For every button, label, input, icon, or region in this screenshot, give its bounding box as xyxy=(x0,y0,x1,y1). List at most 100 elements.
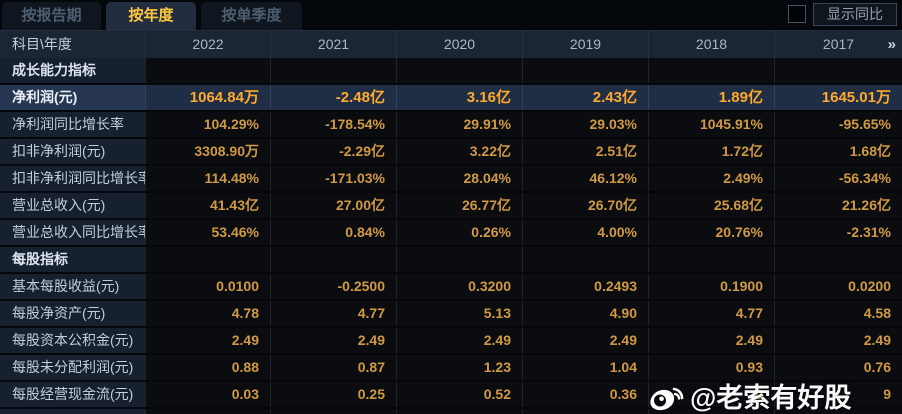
cell-2020: 2.49 xyxy=(396,328,522,353)
cell-2017: 9 xyxy=(774,382,902,407)
cell-2019: 2.51亿 xyxy=(522,139,648,164)
year-header-2019[interactable]: 2019 xyxy=(522,31,648,58)
cell-2020 xyxy=(396,58,522,83)
more-years-icon[interactable]: » xyxy=(887,36,896,53)
cell-2020: 0.3200 xyxy=(396,274,522,299)
cell-2018: 4.77 xyxy=(648,301,774,326)
table-body: 成长能力指标 净利润(元) 1064.84万 -2.48亿 3.16亿 2.43… xyxy=(0,58,902,407)
cell-2021: -171.03% xyxy=(270,166,396,191)
cell-2019: 0.2493 xyxy=(522,274,648,299)
cell-2021: 0.87 xyxy=(270,355,396,380)
cell-2021 xyxy=(270,247,396,272)
cell-2022: 2.49 xyxy=(145,328,270,353)
cell-2017: 1.68亿 xyxy=(774,139,902,164)
table-header-row: 科目\年度 2022 2021 2020 2019 2018 2017» xyxy=(0,30,902,58)
cell-2020: 5.13 xyxy=(396,301,522,326)
cell-2021: 2.49 xyxy=(270,328,396,353)
cell-2022: 1064.84万 xyxy=(145,85,270,110)
cell-2022: 4.78 xyxy=(145,301,270,326)
cell-2021: 4.77 xyxy=(270,301,396,326)
row-label: 每股净资产(元) xyxy=(0,301,145,326)
row-label: 基本每股收益(元) xyxy=(0,274,145,299)
cell-2022: 41.43亿 xyxy=(145,193,270,218)
cell-2019: 46.12% xyxy=(522,166,648,191)
cell-2021: -0.2500 xyxy=(270,274,396,299)
cell-2018: 0.93 xyxy=(648,355,774,380)
cell-2017: -95.65% xyxy=(774,112,902,137)
cell-2020: 3.22亿 xyxy=(396,139,522,164)
cell-2018: 1.72亿 xyxy=(648,139,774,164)
year-header-2020[interactable]: 2020 xyxy=(396,31,522,58)
table-row: 营业总收入同比增长率 53.46% 0.84% 0.26% 4.00% 20.7… xyxy=(0,220,902,245)
table-row: 营业总收入(元) 41.43亿 27.00亿 26.77亿 26.70亿 25.… xyxy=(0,193,902,218)
cell-2020 xyxy=(396,247,522,272)
show-yoy-checkbox[interactable] xyxy=(788,5,806,23)
cell-2020: 29.91% xyxy=(396,112,522,137)
cell-2022: 0.0100 xyxy=(145,274,270,299)
show-yoy-label[interactable]: 显示同比 xyxy=(813,3,897,26)
corner-header: 科目\年度 xyxy=(12,36,72,52)
row-label: 每股指标 xyxy=(0,247,145,272)
row-label: 扣非净利润(元) xyxy=(0,139,145,164)
cell-2018 xyxy=(648,247,774,272)
cell-2017: -2.31% xyxy=(774,220,902,245)
cell-2019: 26.70亿 xyxy=(522,193,648,218)
row-label: 每股经营现金流(元) xyxy=(0,382,145,407)
cell-2019: 0.36 xyxy=(522,382,648,407)
cell-2019: 4.90 xyxy=(522,301,648,326)
partial-next-row xyxy=(0,409,902,414)
tab-by-year[interactable]: 按年度 xyxy=(106,2,196,30)
cell-2021: 0.84% xyxy=(270,220,396,245)
cell-2021 xyxy=(270,58,396,83)
cell-2019 xyxy=(522,247,648,272)
row-label: 成长能力指标 xyxy=(0,58,145,83)
table-row: 成长能力指标 xyxy=(0,58,902,83)
cell-2018: 1045.91% xyxy=(648,112,774,137)
year-header-2021[interactable]: 2021 xyxy=(270,31,396,58)
row-label: 净利润同比增长率 xyxy=(0,112,145,137)
cell-2022: 53.46% xyxy=(145,220,270,245)
year-header-2022[interactable]: 2022 xyxy=(145,31,270,58)
row-label: 每股资本公积金(元) xyxy=(0,328,145,353)
cell-2018: 20.76% xyxy=(648,220,774,245)
table-row: 每股资本公积金(元) 2.49 2.49 2.49 2.49 2.49 2.49 xyxy=(0,328,902,353)
cell-2018 xyxy=(648,58,774,83)
cell-2017: 1645.01万 xyxy=(774,85,902,110)
year-header-2017[interactable]: 2017 xyxy=(774,31,902,58)
table-row: 扣非净利润(元) 3308.90万 -2.29亿 3.22亿 2.51亿 1.7… xyxy=(0,139,902,164)
cell-2020: 26.77亿 xyxy=(396,193,522,218)
cell-2019: 2.49 xyxy=(522,328,648,353)
weibo-icon xyxy=(650,387,684,410)
year-header-2018[interactable]: 2018 xyxy=(648,31,774,58)
tab-by-quarter[interactable]: 按单季度 xyxy=(201,2,302,30)
cell-2017: -56.34% xyxy=(774,166,902,191)
cell-2017 xyxy=(774,58,902,83)
row-label: 净利润(元) xyxy=(0,85,145,110)
table-row: 每股指标 xyxy=(0,247,902,272)
cell-2017: 0.0200 xyxy=(774,274,902,299)
cell-2019: 4.00% xyxy=(522,220,648,245)
tab-by-report-period[interactable]: 按报告期 xyxy=(2,2,101,30)
cell-2022: 0.88 xyxy=(145,355,270,380)
cell-2021: -2.29亿 xyxy=(270,139,396,164)
cell-2020: 1.23 xyxy=(396,355,522,380)
table-row: 扣非净利润同比增长率 114.48% -171.03% 28.04% 46.12… xyxy=(0,166,902,191)
table-row: 每股净资产(元) 4.78 4.77 5.13 4.90 4.77 4.58 xyxy=(0,301,902,326)
cell-2018: 25.68亿 xyxy=(648,193,774,218)
cell-2022: 0.03 xyxy=(145,382,270,407)
cell-2022: 3308.90万 xyxy=(145,139,270,164)
watermark-text: @老索有好股 xyxy=(690,383,852,413)
cell-2020: 3.16亿 xyxy=(396,85,522,110)
cell-2017: 21.26亿 xyxy=(774,193,902,218)
cell-2022: 114.48% xyxy=(145,166,270,191)
cell-2020: 0.26% xyxy=(396,220,522,245)
table-row: 每股未分配利润(元) 0.88 0.87 1.23 1.04 0.93 0.76 xyxy=(0,355,902,380)
table-row: 净利润同比增长率 104.29% -178.54% 29.91% 29.03% … xyxy=(0,112,902,137)
cell-2022: 104.29% xyxy=(145,112,270,137)
cell-2021: -2.48亿 xyxy=(270,85,396,110)
cell-2022 xyxy=(145,247,270,272)
cell-2022 xyxy=(145,58,270,83)
cell-2019: 2.43亿 xyxy=(522,85,648,110)
cell-2019: 29.03% xyxy=(522,112,648,137)
